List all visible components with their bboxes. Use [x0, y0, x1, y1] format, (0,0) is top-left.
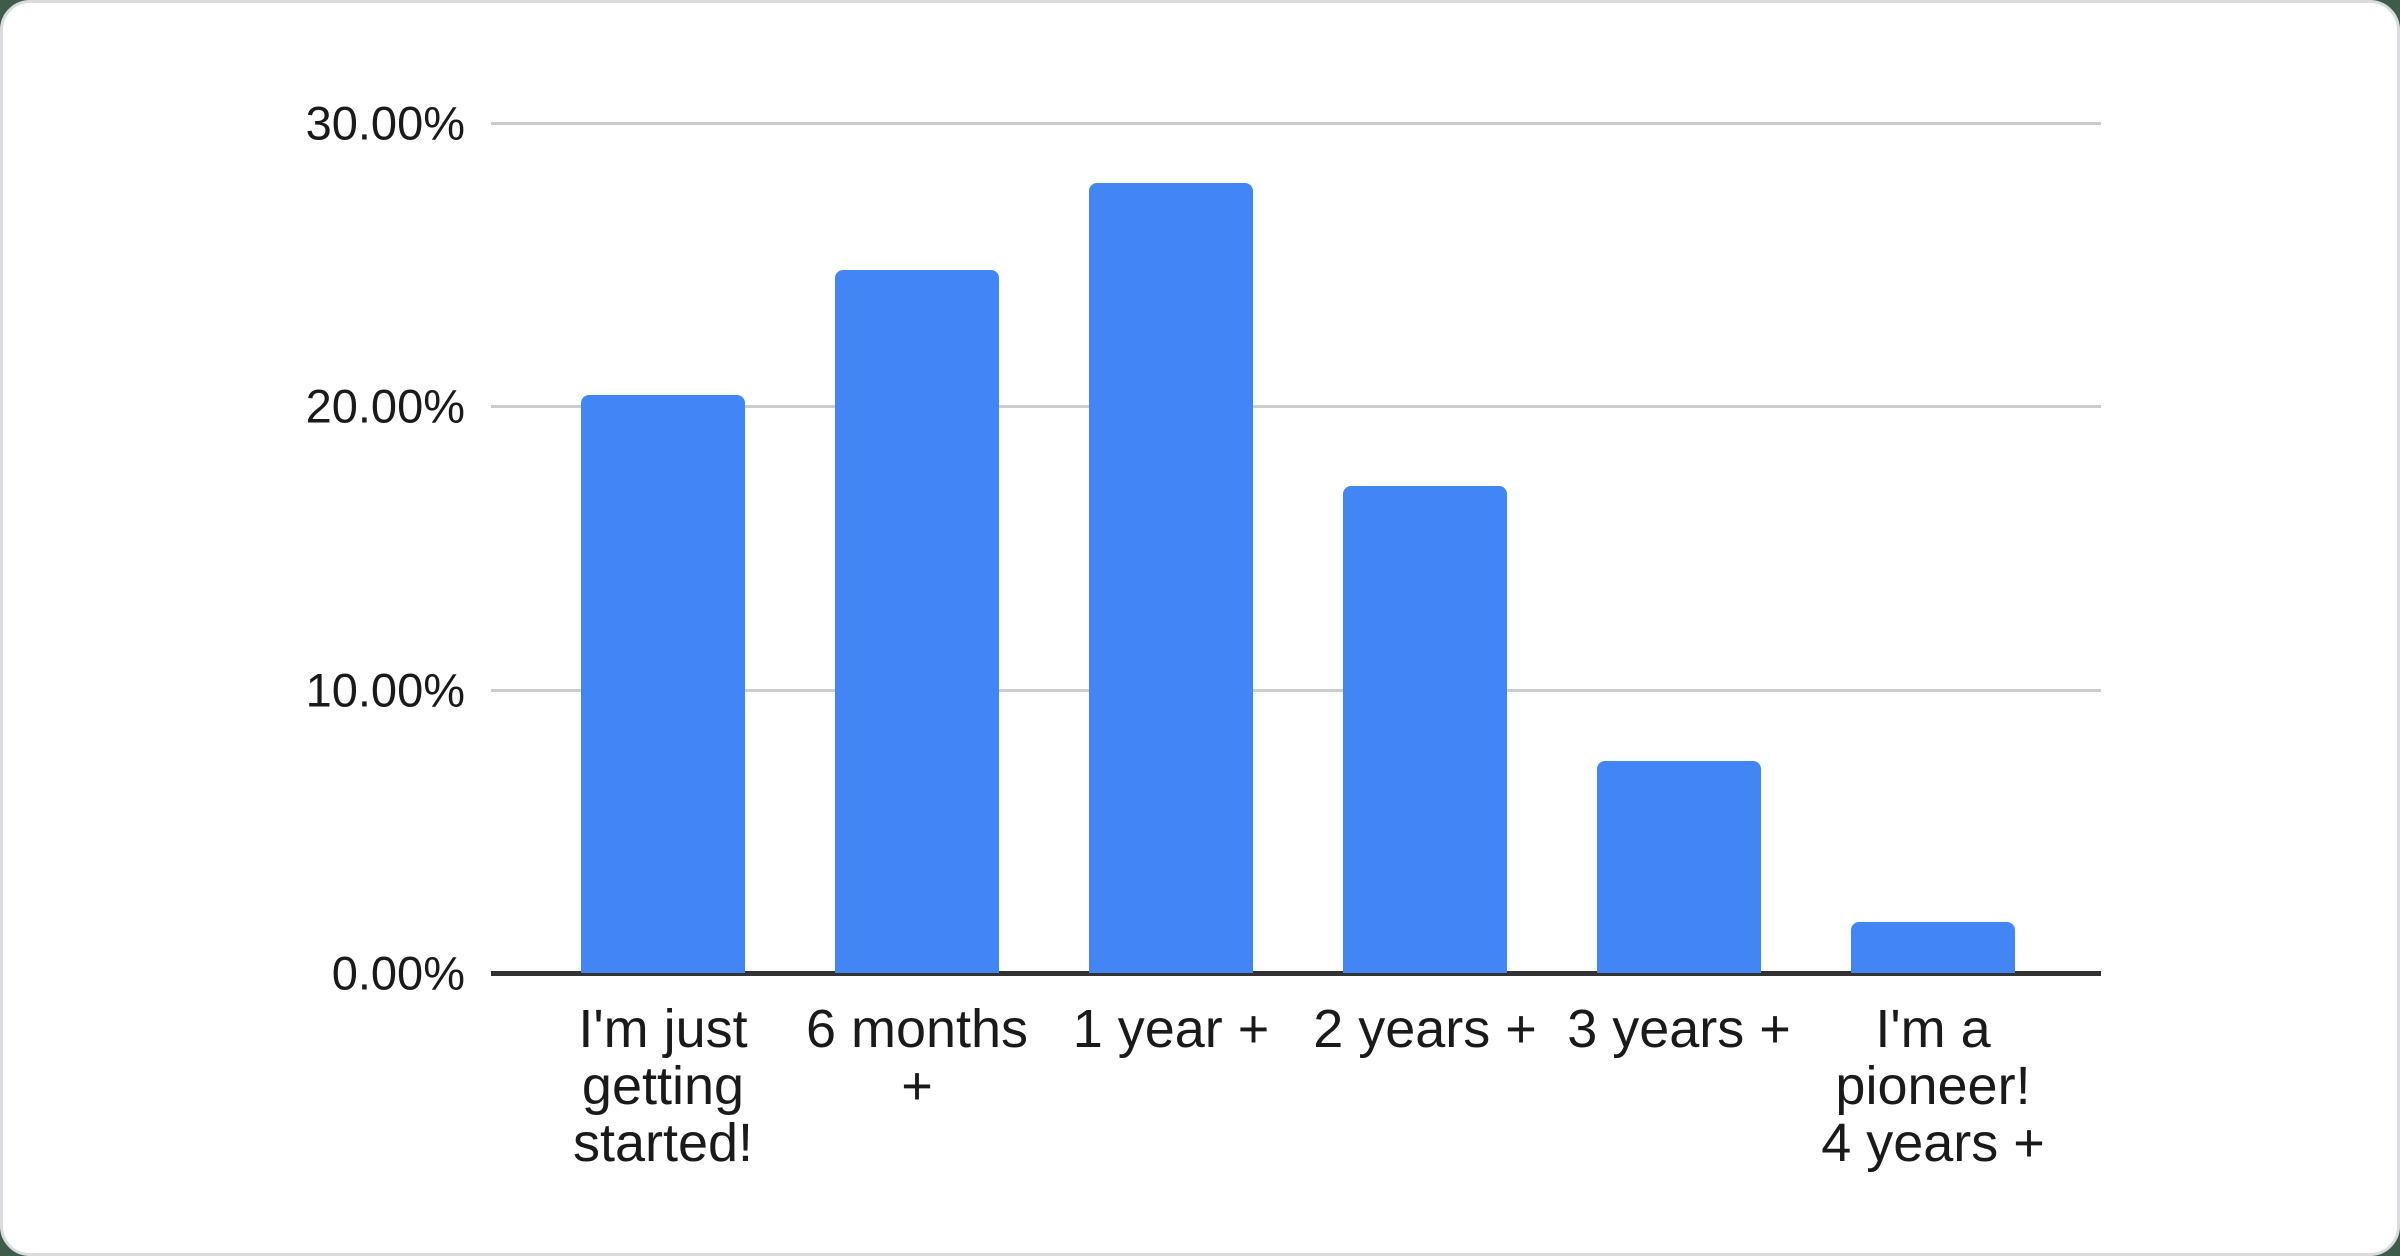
x-axis-line: [491, 971, 2101, 976]
y-gridline: [491, 688, 2101, 692]
x-axis-category-label: 2 years +: [1313, 999, 1537, 1059]
y-axis-tick-label: 0.00%: [331, 946, 465, 1000]
bar-5[interactable]: [1597, 760, 1761, 973]
x-axis-category-label: 6 months +: [805, 999, 1029, 1116]
x-axis-category-label: I'm a pioneer! 4 years +: [1821, 999, 2045, 1173]
y-axis-tick-label: 10.00%: [305, 663, 465, 717]
x-axis-category-label: 1 year +: [1072, 999, 1270, 1059]
bar-1[interactable]: [581, 395, 745, 973]
y-gridline: [491, 405, 2101, 409]
y-axis-tick-label: 30.00%: [305, 96, 465, 150]
bar-4[interactable]: [1343, 485, 1507, 973]
x-axis-category-label: I'm just getting started!: [572, 999, 754, 1173]
bar-2[interactable]: [835, 270, 999, 973]
bar-3[interactable]: [1089, 182, 1253, 973]
y-gridline: [491, 122, 2101, 125]
y-axis-tick-label: 20.00%: [305, 379, 465, 433]
x-axis-category-label: 3 years +: [1567, 999, 1791, 1059]
bar-6[interactable]: [1851, 922, 2015, 973]
bar-chart: 0.00% 10.00% 20.00% 30.00% I'm just getting …: [3, 3, 2397, 1253]
